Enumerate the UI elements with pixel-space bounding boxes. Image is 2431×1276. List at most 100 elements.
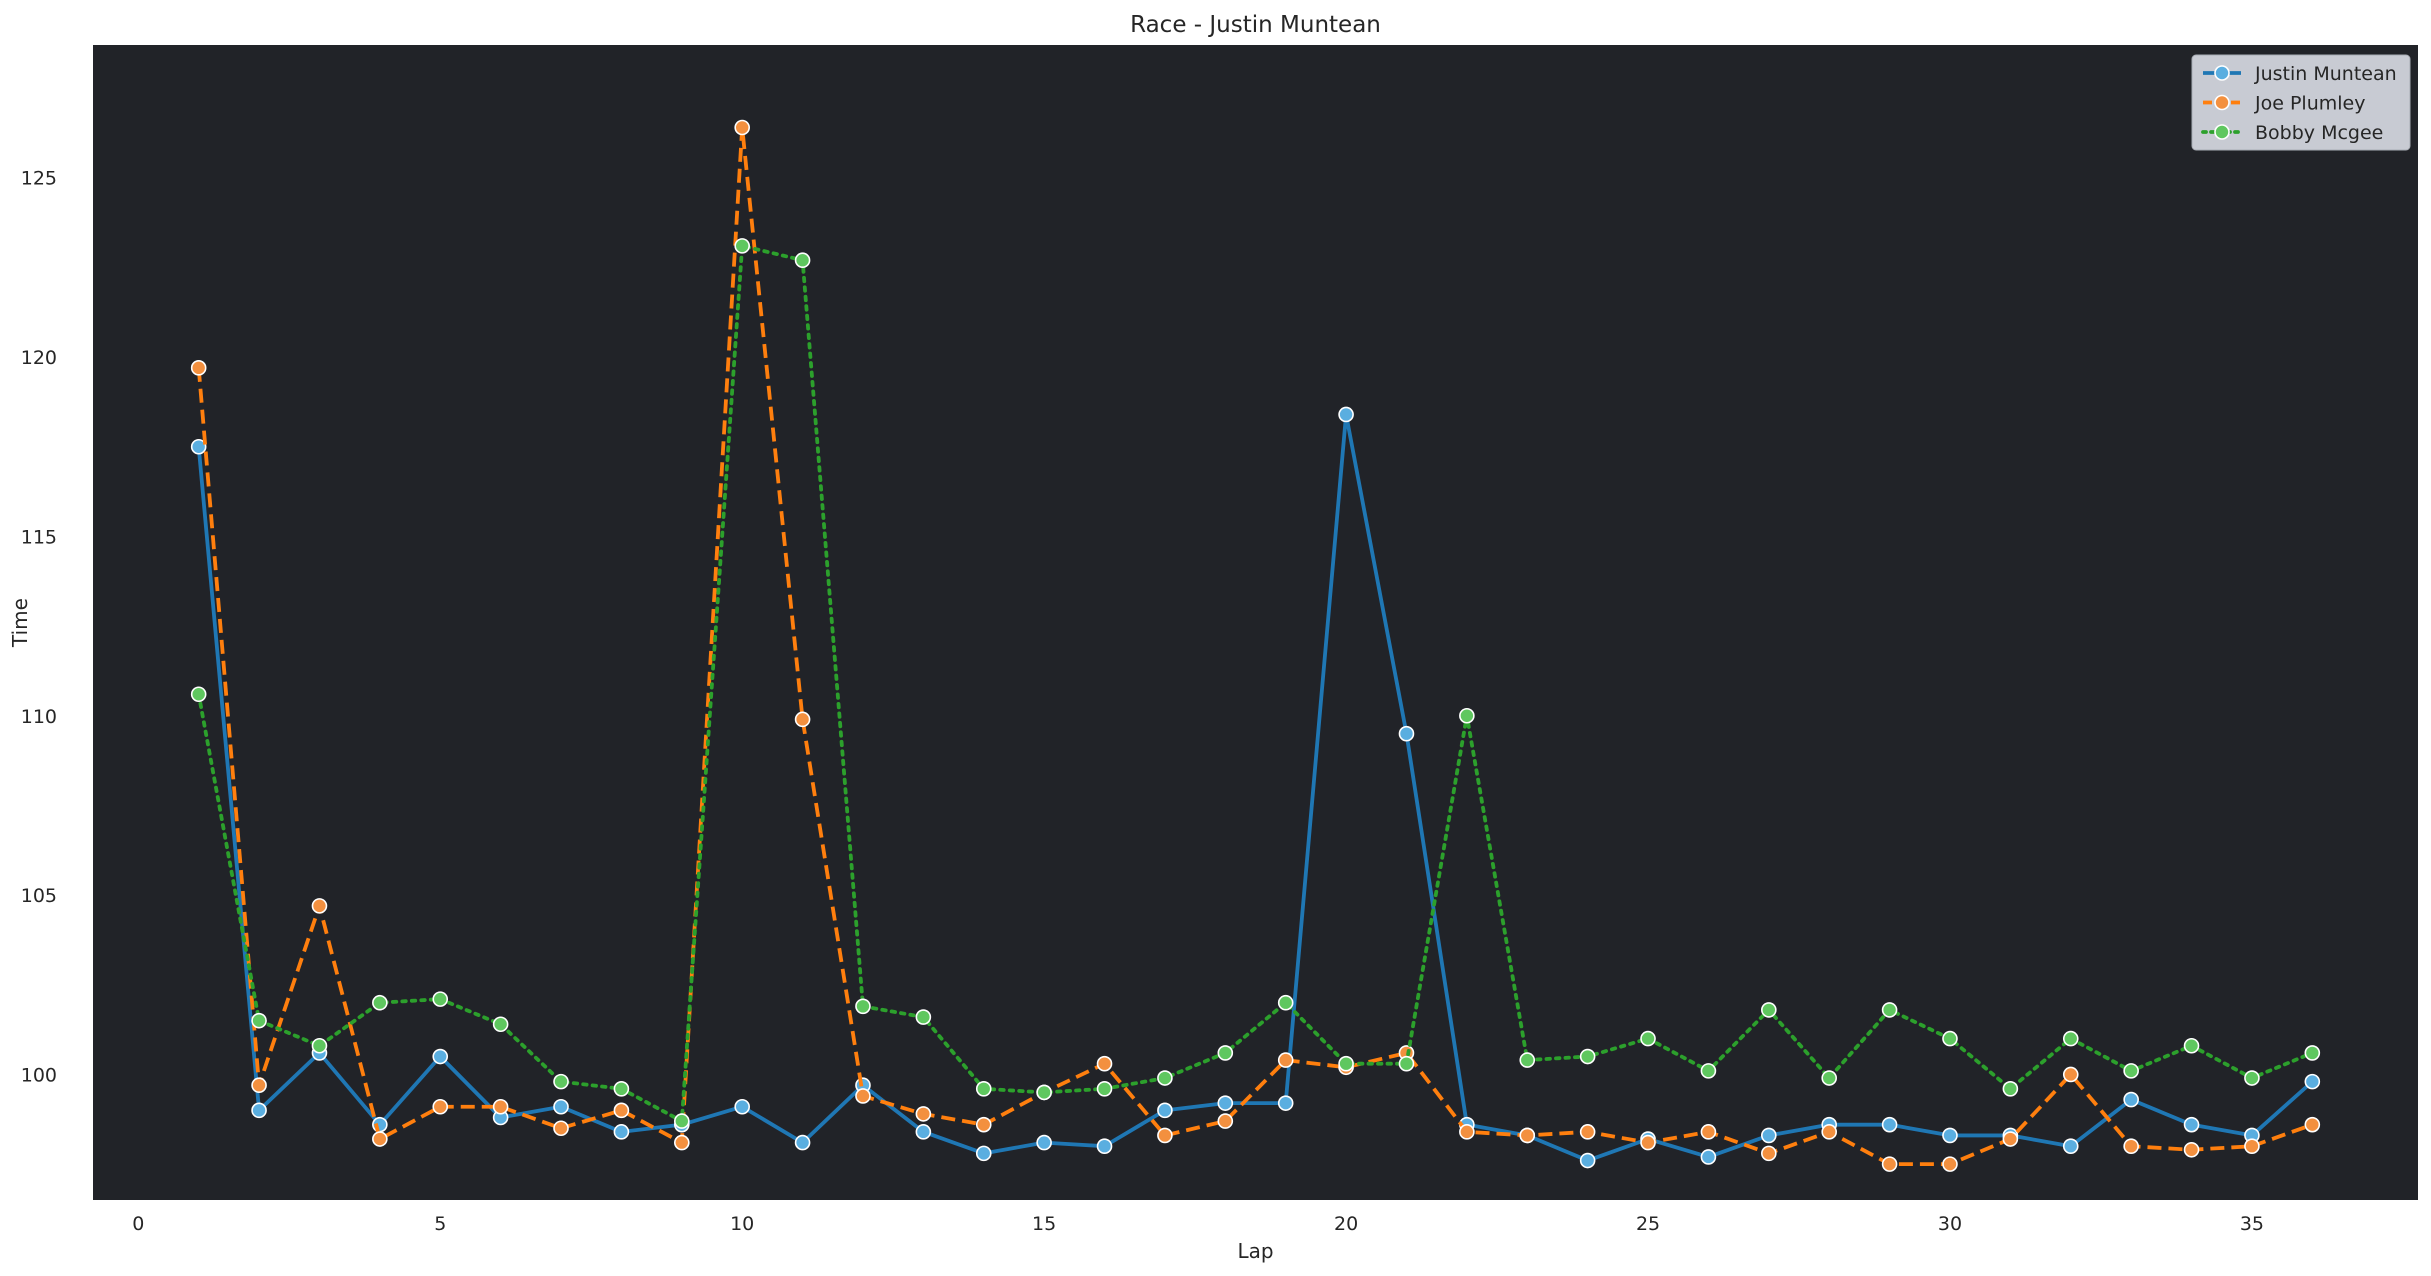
axis-ticks: 0 5 10 15 20 25 30 35 100 105 110 115 120 125 (21, 168, 2264, 1235)
series-line (196, 243, 2315, 1123)
legend-label: Justin Muntean (2254, 63, 2397, 85)
legend-marker (2214, 65, 2230, 81)
legend-entry: Joe Plumley (2203, 93, 2365, 115)
data-point (1700, 1063, 1717, 1079)
data-point (613, 1102, 630, 1119)
legend-box (2191, 54, 2411, 151)
x-tick-label: 25 (1636, 1213, 1660, 1235)
data-point (311, 898, 328, 914)
data-point (372, 1131, 388, 1147)
data-point (190, 360, 207, 376)
data-point (1157, 1070, 1173, 1086)
legend-marker (2214, 124, 2230, 140)
data-point (1700, 1149, 1717, 1165)
data-point (1157, 1102, 1173, 1119)
data-point (855, 998, 871, 1015)
data-point (553, 1073, 569, 1090)
data-point (1398, 725, 1415, 742)
data-point (613, 1124, 630, 1140)
x-tick-label: 5 (434, 1213, 446, 1235)
data-point (1338, 406, 1354, 423)
data-point (432, 991, 449, 1007)
data-point (2123, 1091, 2139, 1108)
data-point (1217, 1045, 1234, 1061)
data-point (2062, 1066, 2079, 1083)
y-tick-label: 120 (21, 347, 57, 369)
data-point (1157, 1127, 1173, 1144)
data-point (1096, 1081, 1113, 1097)
data-point (1036, 1084, 1052, 1101)
x-tick-label: 10 (730, 1213, 754, 1235)
data-point (553, 1120, 569, 1137)
data-point (2183, 1037, 2200, 1054)
data-point (1096, 1138, 1113, 1154)
x-tick-label: 0 (132, 1213, 144, 1235)
data-point (1821, 1070, 1838, 1086)
data-point (1519, 1127, 1536, 1144)
data-point (492, 1016, 509, 1033)
y-tick-label: 115 (21, 526, 57, 548)
data-point (1579, 1152, 1596, 1169)
data-point (1821, 1124, 1838, 1140)
data-point (1217, 1113, 1234, 1129)
y-axis-label: Time (8, 598, 32, 648)
data-point (1217, 1095, 1234, 1111)
data-point (2183, 1141, 2200, 1158)
data-point (1277, 1095, 1294, 1111)
data-point (1640, 1134, 1656, 1151)
series-line (196, 412, 2314, 1163)
data-point (2183, 1116, 2200, 1133)
data-point (613, 1081, 630, 1097)
series-layer (190, 119, 2321, 1172)
plot-area (93, 45, 2418, 1200)
data-point (2244, 1070, 2260, 1086)
y-tick-label: 105 (21, 885, 57, 907)
data-point (975, 1145, 992, 1162)
data-point (794, 252, 811, 269)
data-point (251, 1077, 267, 1094)
data-point (190, 686, 207, 703)
data-point (1640, 1030, 1656, 1047)
y-tick-label: 110 (21, 706, 57, 728)
y-tick-label: 125 (21, 168, 57, 190)
legend-label: Bobby Mcgee (2255, 122, 2383, 144)
data-point (1942, 1030, 1958, 1047)
data-point (1036, 1134, 1052, 1151)
data-point (1942, 1156, 1958, 1172)
data-point (2304, 1073, 2321, 1090)
data-point (492, 1098, 509, 1115)
data-point (432, 1098, 449, 1115)
data-point (794, 711, 811, 728)
data-point (2002, 1131, 2019, 1147)
data-point (1881, 1116, 1898, 1133)
data-point (190, 438, 207, 455)
data-point (1761, 1145, 1777, 1162)
data-point (1761, 1002, 1777, 1018)
data-point (251, 1012, 267, 1029)
data-point (855, 1088, 871, 1104)
data-point (734, 1098, 750, 1115)
data-point (2304, 1116, 2321, 1133)
legend-marker (2214, 94, 2230, 111)
data-point (915, 1009, 932, 1025)
data-point (1579, 1048, 1596, 1065)
data-point (311, 1037, 328, 1054)
data-point (553, 1098, 569, 1115)
data-point (2002, 1081, 2019, 1097)
data-point (2062, 1030, 2079, 1047)
data-point (2062, 1138, 2079, 1154)
data-point (734, 119, 750, 136)
data-point (1761, 1127, 1777, 1144)
data-point (1579, 1124, 1596, 1140)
data-point (1881, 1156, 1898, 1172)
data-point (673, 1134, 690, 1151)
data-point (432, 1048, 449, 1065)
data-point (734, 238, 750, 254)
legend-entry: Bobby Mcgee (2201, 122, 2383, 144)
x-tick-label: 20 (1334, 1213, 1358, 1235)
data-point (2123, 1063, 2139, 1079)
data-point (1942, 1127, 1958, 1144)
data-point (1096, 1055, 1113, 1072)
